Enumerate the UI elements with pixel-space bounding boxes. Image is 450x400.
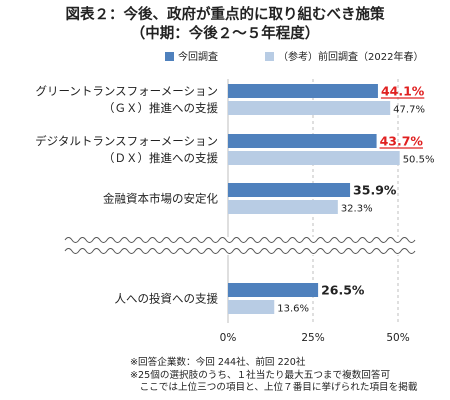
x-tick-label-0: 0% — [220, 332, 237, 344]
category-label-3-0: 人への投資への支援 — [115, 292, 219, 306]
value-label-0-3: 26.5% — [321, 283, 365, 298]
bar-1-0 — [228, 101, 391, 115]
value-label-1-2: 32.3% — [341, 204, 373, 215]
x-tick-label-2: 50% — [386, 332, 409, 344]
footnote-1: ※回答企業数：今回 244社、前回 220社 — [130, 357, 306, 368]
footnote-2: ※25個の選択肢のうち、１社当たり最大五つまで複数回答可 — [130, 369, 391, 381]
chart-title-line-1: 図表２：今後、政府が重点的に取り組むべき施策 — [65, 7, 385, 23]
value-label-0-0: 44.1% — [381, 84, 425, 99]
axis-break-wave-1 — [64, 237, 416, 243]
bar-1-2 — [228, 200, 338, 214]
x-tick-label-1: 25% — [301, 332, 324, 344]
category-label-1-1: （ＤＸ）推進への支援 — [103, 151, 218, 165]
value-label-1-1: 50.5% — [403, 155, 435, 166]
value-label-0-2: 35.9% — [353, 183, 397, 198]
bar-1-3 — [228, 300, 275, 314]
category-label-0-0: グリーントランスフォーメーション — [35, 84, 218, 98]
legend-swatch-0 — [165, 52, 174, 61]
category-label-0-1: （ＧＸ）推進への支援 — [103, 101, 218, 115]
category-label-2-0: 金融資本市場の安定化 — [103, 192, 218, 206]
bar-1-1 — [228, 151, 400, 165]
value-label-1-0: 47.7% — [393, 105, 425, 116]
chart-title: 図表２：今後、政府が重点的に取り組むべき施策 （中期：今後２～５年程度） — [0, 6, 450, 44]
value-label-0-1: 43.7% — [380, 134, 424, 149]
footnote-3: ここでは上位三つの項目と、上位７番目に挙げられた項目を掲載 — [130, 382, 418, 393]
legend-swatch-1 — [265, 52, 274, 61]
bar-0-0 — [228, 84, 378, 98]
category-label-1-0: デジタルトランスフォーメーション — [35, 134, 218, 148]
chart-title-line-2: （中期：今後２～５年程度） — [130, 26, 320, 42]
bar-0-1 — [228, 134, 377, 148]
legend-label-0: 今回調査 — [178, 50, 218, 63]
legend-label-1: （参考）前回調査（2022年春） — [278, 50, 423, 63]
value-label-1-3: 13.6% — [277, 304, 309, 315]
footnotes: ※回答企業数：今回 244社、前回 220社 ※25個の選択肢のうち、１社当たり… — [130, 357, 417, 395]
bar-0-2 — [228, 183, 351, 197]
bar-0-3 — [228, 283, 319, 297]
axis-break-wave-2 — [64, 248, 416, 254]
